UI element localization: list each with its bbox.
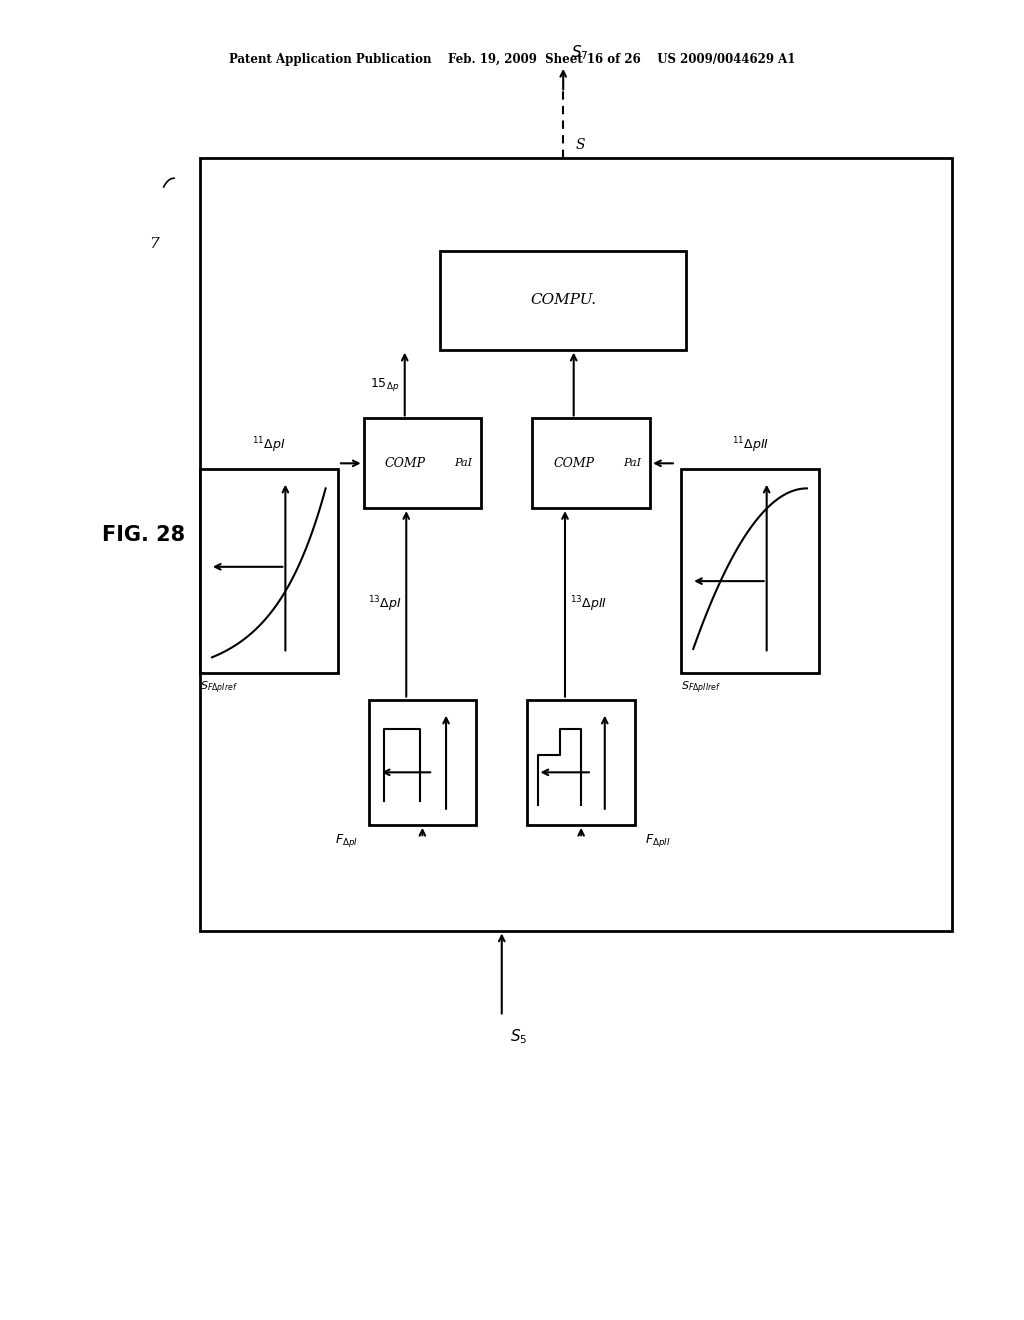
Text: Patent Application Publication    Feb. 19, 2009  Sheet 16 of 26    US 2009/00446: Patent Application Publication Feb. 19, … (228, 53, 796, 66)
Bar (681, 469, 819, 673)
Bar (364, 418, 481, 508)
Text: 7: 7 (148, 238, 159, 251)
Text: COMP: COMP (384, 457, 425, 470)
Text: $S_{F\Delta pIref}$: $S_{F\Delta pIref}$ (200, 680, 238, 696)
Text: COMP: COMP (553, 457, 594, 470)
Text: $^{13}\Delta pI$: $^{13}\Delta pI$ (368, 594, 401, 614)
Bar (440, 251, 686, 350)
Text: $S_7$: $S_7$ (571, 44, 589, 62)
Bar (369, 700, 476, 825)
Text: $F_{\Delta pI}$: $F_{\Delta pI}$ (335, 832, 358, 849)
Bar (532, 418, 650, 508)
Bar (527, 700, 635, 825)
Text: $15_{\Delta p}$: $15_{\Delta p}$ (371, 376, 399, 392)
Text: PaI: PaI (455, 458, 473, 469)
Text: $^{11}\Delta pI$: $^{11}\Delta pI$ (252, 436, 286, 455)
Text: FIG. 28: FIG. 28 (102, 524, 185, 545)
Bar (200, 469, 338, 673)
Text: $^{11}\Delta pII$: $^{11}\Delta pII$ (731, 436, 769, 455)
Text: S: S (575, 137, 585, 152)
Bar (200, 158, 952, 931)
Text: PaI: PaI (624, 458, 642, 469)
Text: $F_{\Delta pII}$: $F_{\Delta pII}$ (645, 832, 671, 849)
Text: $S_{F\Delta pIIref}$: $S_{F\Delta pIIref}$ (681, 680, 721, 696)
Text: $S_5$: $S_5$ (510, 1027, 527, 1045)
Text: COMPU.: COMPU. (530, 293, 596, 308)
Text: $^{13}\Delta pII$: $^{13}\Delta pII$ (570, 594, 607, 614)
